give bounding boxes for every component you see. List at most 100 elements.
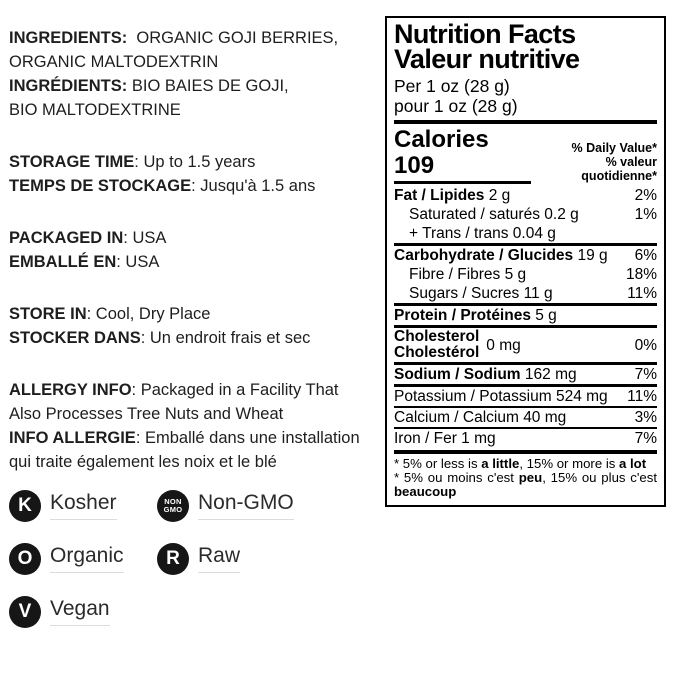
nutrition-title-fr: Valeur nutritive [394,44,580,74]
badge-label[interactable]: Kosher [50,491,117,520]
nutrient-name: Sodium / Sodium [394,366,521,383]
nutrient-amount: Saturated / saturés 0.2 g [409,206,579,223]
nutrient-amount: 162 mg [520,366,577,383]
nutrient-label: Fibre / Fibres 5 g [394,266,526,283]
info-line-text: BIO MALTODEXTRINE [9,101,181,119]
footnote-text: a lot [619,456,647,471]
nutrient-amount: Sugars / Sucres 11 g [409,285,553,302]
nutrient-amount: Potassium / Potassium 524 mg [394,388,608,405]
nutrient-daily-value: 1% [634,206,657,223]
daily-value-header-fr: % valeur quotidienne* [581,155,657,183]
calories-block: Calories 109 % Daily Value* % valeur quo… [394,124,657,186]
nutrient-row: Cholesterol Cholestérol 0 mg 0% [394,325,657,362]
info-line: STORE IN: Cool, Dry Place [9,302,381,326]
badge-icon-letter: NON [164,496,182,506]
badge-non-gmo: NON GMO Non-GMO [157,489,294,522]
info-line-text: : Emballé dans une installation [135,429,360,447]
badge-kosher: K Kosher [9,489,157,522]
certification-badges: K Kosher NON GMO Non-GMO O Organic R Raw V Vegan [9,489,294,628]
nutrient-row: Saturated / saturés 0.2 g 1% [394,205,657,224]
serving-size-en: Per 1 oz (28 g) [394,76,510,96]
nutrient-label: Sugars / Sucres 11 g [394,285,553,302]
badge-label[interactable]: Non-GMO [198,491,294,520]
info-line-text: BIO BAIES DE GOJI, [127,77,289,95]
nutrient-daily-value: 7% [634,430,657,447]
serving-size: Per 1 oz (28 g) pour 1 oz (28 g) [394,76,657,116]
badge-label[interactable]: Raw [198,544,241,573]
info-line: qui traite également les noix et le blé [9,450,381,474]
badge-vegan: V Vegan [9,595,157,628]
nutrient-label: Potassium / Potassium 524 mg [394,388,608,405]
info-line-text: : USA [123,229,167,247]
nutrient-daily-value [651,225,657,242]
nutrient-daily-value: 11% [627,285,657,302]
nutrient-daily-value: 6% [634,247,657,264]
info-line-heading: INGRÉDIENTS: [9,77,128,95]
info-line: TEMPS DE STOCKAGE: Jusqu'à 1.5 ans [9,174,381,198]
badge-icon-letter: V [18,600,32,622]
footnote-text: a little [481,456,520,471]
nutrient-name: Cholesterol [394,328,480,345]
nutrient-row: Potassium / Potassium 524 mg 11% [394,384,657,406]
info-line-text: : Cool, Dry Place [86,305,211,323]
info-line-heading: INGREDIENTS: [9,29,128,47]
nutrient-name: Fat / Lipides [394,187,485,204]
calories-value: Calories 109 [394,127,531,184]
nutrient-label: + Trans / trans 0.04 g [394,225,556,242]
nutrient-name: Protein / Protéines [394,307,531,324]
serving-size-fr: pour 1 oz (28 g) [394,96,518,116]
info-line-heading: STORE IN [9,305,87,323]
vegan-icon: V [9,595,41,628]
nutrient-amount: 5 g [530,307,557,324]
info-section: STORE IN: Cool, Dry Place STOCKER DANS: U… [9,302,381,350]
badge-label[interactable]: Organic [50,544,124,573]
info-line: INGREDIENTS: ORGANIC GOJI BERRIES, [9,26,381,50]
info-line: STOCKER DANS: Un endroit frais et sec [9,326,381,350]
nutrient-label: Fat / Lipides 2 g [394,187,510,204]
non-gmo-icon: NON GMO [157,489,189,522]
nutrient-label: Saturated / saturés 0.2 g [394,206,579,223]
info-line: STORAGE TIME: Up to 1.5 years [9,150,381,174]
product-info-column: INGREDIENTS: ORGANIC GOJI BERRIES, ORGANI… [9,26,381,502]
footnote-text: beaucoup [394,484,457,499]
badge-label[interactable]: Vegan [50,597,110,626]
nutrient-amount: 2 g [484,187,511,204]
badge-organic: O Organic [9,542,157,575]
nutrient-amount: 0 mg [486,336,521,354]
nutrient-label: Calcium / Calcium 40 mg [394,409,566,426]
info-section: ALLERGY INFO: Packaged in a Facility Tha… [9,378,381,474]
info-line-heading: ALLERGY INFO [9,381,132,399]
raw-icon: R [157,542,189,575]
info-section: PACKAGED IN: USA EMBALLÉ EN: USA [9,226,381,274]
badge-icon-letter: K [18,494,32,516]
nutrient-label: Protein / Protéines 5 g [394,307,557,324]
info-line-text: Also Processes Tree Nuts and Wheat [9,405,284,423]
footnote-text: , 15% or more is [519,456,620,471]
info-line: EMBALLÉ EN: USA [9,250,381,274]
nutrition-facts-panel: Nutrition Facts Valeur nutritive Per 1 o… [385,16,666,507]
footnote-text: peu [518,470,543,485]
footnote-en: * 5% or less is a little, 15% or more is… [394,457,657,471]
nutrient-daily-value: 2% [634,187,657,204]
footnote-text: , 15% ou plus c'est [542,470,658,485]
nutrient-label-stack: Cholesterol Cholestérol [394,329,479,361]
info-line-text: : Un endroit frais et sec [140,329,311,347]
info-line-heading: STORAGE TIME [9,153,135,171]
info-line: INGRÉDIENTS: BIO BAIES DE GOJI, [9,74,381,98]
nutrient-amount: 19 g [573,247,608,264]
nutrient-daily-value: 18% [625,266,657,283]
kosher-icon: K [9,489,41,522]
info-line-text: ORGANIC MALTODEXTRIN [9,53,219,71]
info-line-heading: TEMPS DE STOCKAGE [9,177,192,195]
nutrient-row: Fat / Lipides 2 g 2% [394,186,657,205]
nutrient-rows: Fat / Lipides 2 g 2% Saturated / saturés 0… [394,186,657,448]
nutrient-label: Iron / Fer 1 mg [394,430,496,447]
nutrient-daily-value: 0% [634,336,657,354]
info-line: Also Processes Tree Nuts and Wheat [9,402,381,426]
nutrient-row: Fibre / Fibres 5 g 18% [394,265,657,284]
badge-icon-letter: R [166,547,180,569]
organic-icon: O [9,542,41,575]
nutrient-label: Sodium / Sodium 162 mg [394,366,577,383]
nutrient-row: Sugars / Sucres 11 g 11% [394,284,657,303]
